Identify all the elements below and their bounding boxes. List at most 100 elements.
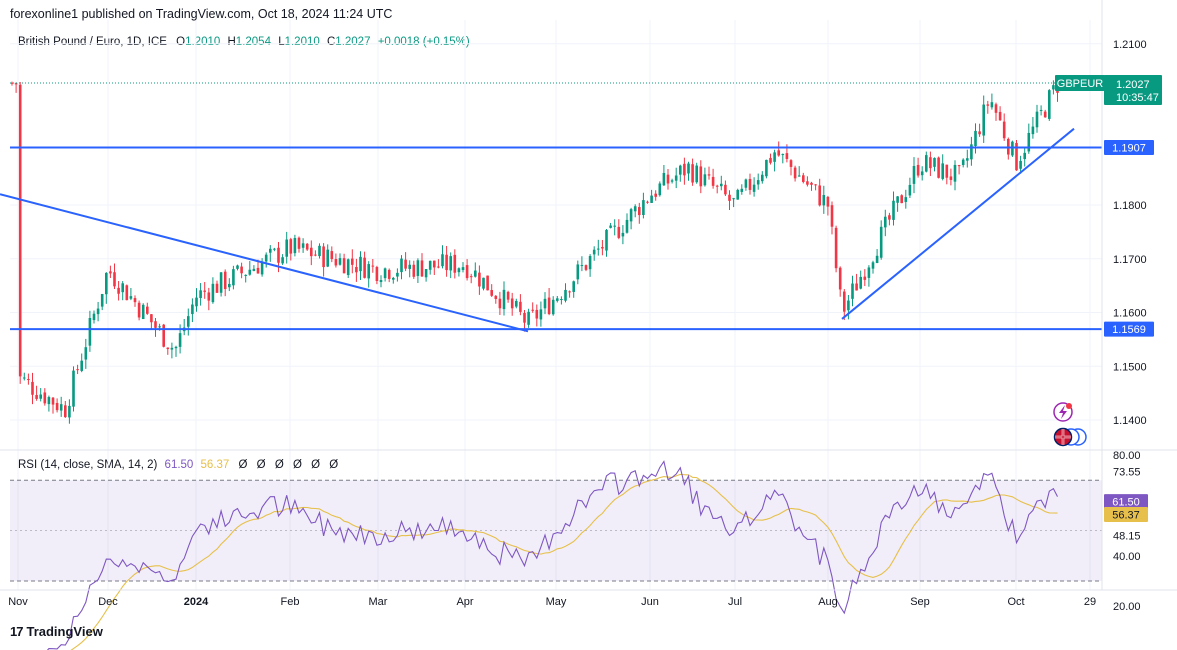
candle-body xyxy=(236,265,239,269)
rsi-tick-label: 48.15 xyxy=(1113,530,1141,542)
price-axis[interactable]: 1.2100 1.1800 1.1700 1.1600 1.1500 1.1400 xyxy=(1113,39,1147,427)
level-badge-upper-text: 1.1907 xyxy=(1112,142,1146,154)
change-value: +0.0018 (+0.15%) xyxy=(377,36,470,48)
candle-body xyxy=(810,182,813,185)
candle-body xyxy=(187,316,190,327)
candle-body xyxy=(117,287,120,294)
low-label: L xyxy=(278,36,285,48)
sma-badge-text: 56.37 xyxy=(1112,510,1140,522)
candle-body xyxy=(498,298,502,309)
candle-body xyxy=(465,265,469,279)
low-value: 1.2010 xyxy=(284,36,320,48)
rsi-tick-label: 73.55 xyxy=(1113,466,1141,478)
candle-body xyxy=(966,158,969,161)
candle-body xyxy=(1015,142,1018,171)
candle-body xyxy=(457,268,461,273)
time-axis[interactable]: Nov Dec 2024 Feb Mar Apr May Jun Jul Aug Sep Oct 29 xyxy=(8,596,1096,608)
candle-body xyxy=(633,206,637,212)
candle-body xyxy=(683,163,686,176)
trendline[interactable] xyxy=(0,193,529,333)
horizontal-levels xyxy=(10,146,1102,331)
footer-brand[interactable]: 17 TradingView xyxy=(10,624,103,639)
level-badge-upper: 1.1907 xyxy=(1104,139,1154,155)
candle-body xyxy=(584,265,588,270)
candle-body xyxy=(756,180,760,185)
price-grid xyxy=(10,20,1102,590)
candle-body xyxy=(597,248,600,250)
null-value: Ø xyxy=(274,459,284,471)
candle-body xyxy=(96,308,100,315)
candle-body xyxy=(916,164,920,176)
candle-body xyxy=(539,309,543,320)
candle-body xyxy=(884,216,887,228)
countdown-text: 10:35:47 xyxy=(1116,92,1159,104)
price-tick-label: 1.1800 xyxy=(1113,200,1147,212)
candle-body xyxy=(367,264,370,279)
candle-body xyxy=(613,225,616,227)
candle-body xyxy=(256,267,260,274)
last-price-text: 1.2027 xyxy=(1116,79,1150,91)
candle-body xyxy=(629,209,633,222)
candle-body xyxy=(240,266,243,274)
candle-body xyxy=(47,397,51,405)
time-tick-label: May xyxy=(546,596,567,608)
candle-body xyxy=(925,155,928,172)
trendline[interactable] xyxy=(841,127,1075,320)
candle-body xyxy=(920,171,924,176)
candle-body xyxy=(461,267,465,271)
currency-flags-icon[interactable] xyxy=(1053,427,1087,447)
candle-body xyxy=(679,165,682,175)
candle-body xyxy=(929,157,932,169)
lightning-icon[interactable] xyxy=(1053,402,1073,422)
candle-body xyxy=(43,392,47,404)
candle-body xyxy=(715,185,719,187)
candle-body xyxy=(400,258,403,273)
candle-body xyxy=(892,200,895,220)
candle-body xyxy=(1035,111,1039,128)
candle-body xyxy=(80,360,83,371)
candle-body xyxy=(433,260,436,268)
candle-body xyxy=(650,195,653,203)
price-tick-label: 1.1500 xyxy=(1113,361,1147,373)
null-value: Ø xyxy=(311,459,321,471)
candle-body xyxy=(752,184,756,192)
candle-body xyxy=(879,226,883,258)
candle-body xyxy=(797,175,801,177)
rsi-tick-label: 80.00 xyxy=(1113,450,1141,462)
candle-body xyxy=(949,176,953,180)
candle-body xyxy=(346,259,350,276)
candle-body xyxy=(355,266,358,273)
candle-body xyxy=(863,276,867,280)
candle-body xyxy=(35,395,38,399)
candle-body xyxy=(830,205,834,227)
candle-body xyxy=(699,166,703,187)
candle-body xyxy=(990,102,994,108)
candle-body xyxy=(970,144,973,160)
candle-body xyxy=(806,181,809,185)
candle-body xyxy=(568,291,571,293)
candle-body xyxy=(978,131,981,135)
candle-body xyxy=(711,176,715,186)
candle-body xyxy=(834,227,838,269)
candle-body xyxy=(912,165,916,184)
candle-body xyxy=(330,251,334,260)
time-tick-label: Apr xyxy=(456,596,473,608)
candle-body xyxy=(228,283,231,288)
candle-body xyxy=(408,264,411,269)
candle-body xyxy=(211,283,215,303)
candle-body xyxy=(420,260,424,277)
tradingview-logo-icon: 17 xyxy=(10,624,24,639)
candle-body xyxy=(785,153,789,159)
candle-body xyxy=(281,257,284,264)
candle-body xyxy=(933,158,936,167)
candle-body xyxy=(486,275,489,291)
candle-body xyxy=(285,239,288,257)
candle-body xyxy=(1002,121,1006,139)
candle-body xyxy=(1019,160,1022,169)
candle-body xyxy=(383,268,387,279)
candle-body xyxy=(769,157,772,163)
rsi-axis[interactable]: 80.00 73.55 48.15 40.00 20.00 xyxy=(1113,450,1141,613)
candle-body xyxy=(588,256,592,270)
candle-body xyxy=(322,246,325,268)
